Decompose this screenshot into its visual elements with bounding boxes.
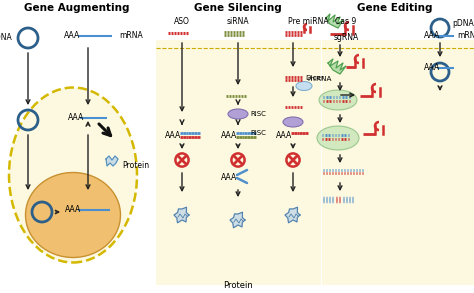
Text: AAA: AAA <box>221 130 237 139</box>
Text: miRNA: miRNA <box>307 76 331 82</box>
Text: pDNA: pDNA <box>0 33 12 42</box>
Text: sgRNA: sgRNA <box>334 33 359 42</box>
Text: ASO: ASO <box>174 18 190 26</box>
Text: Gene Silencing: Gene Silencing <box>194 3 282 13</box>
Text: RISC: RISC <box>250 130 266 136</box>
Bar <box>156 40 321 285</box>
Text: RISC: RISC <box>250 111 266 117</box>
Polygon shape <box>285 207 300 223</box>
Polygon shape <box>328 59 346 74</box>
Text: mRNA: mRNA <box>457 32 474 40</box>
Ellipse shape <box>228 109 248 119</box>
Text: AAA: AAA <box>64 32 80 40</box>
Bar <box>322 40 474 285</box>
Polygon shape <box>106 156 118 166</box>
Text: AAA: AAA <box>65 205 81 214</box>
Polygon shape <box>174 207 189 223</box>
Text: Gene Editing: Gene Editing <box>357 3 433 13</box>
Text: Protein: Protein <box>223 280 253 289</box>
Ellipse shape <box>296 81 312 91</box>
Ellipse shape <box>283 117 303 127</box>
Polygon shape <box>230 212 245 228</box>
Text: Cas 9: Cas 9 <box>335 18 356 26</box>
Ellipse shape <box>9 88 137 263</box>
Text: Pre miRNA: Pre miRNA <box>288 18 328 26</box>
Ellipse shape <box>319 90 357 110</box>
Text: mRNA: mRNA <box>119 32 143 40</box>
Text: AAA: AAA <box>165 130 181 139</box>
Text: siRNA: siRNA <box>227 18 249 26</box>
Text: AAA: AAA <box>68 113 84 122</box>
Text: AAA: AAA <box>424 32 440 40</box>
Text: Protein: Protein <box>122 161 149 169</box>
Text: AAA: AAA <box>424 64 440 72</box>
Ellipse shape <box>26 173 120 258</box>
Text: AAA: AAA <box>276 130 292 139</box>
Polygon shape <box>326 14 343 28</box>
Text: Gene Augmenting: Gene Augmenting <box>24 3 130 13</box>
Text: AAA: AAA <box>221 173 237 183</box>
Ellipse shape <box>317 126 359 150</box>
Text: Dicer: Dicer <box>305 75 324 81</box>
Text: pDNA: pDNA <box>452 20 474 28</box>
